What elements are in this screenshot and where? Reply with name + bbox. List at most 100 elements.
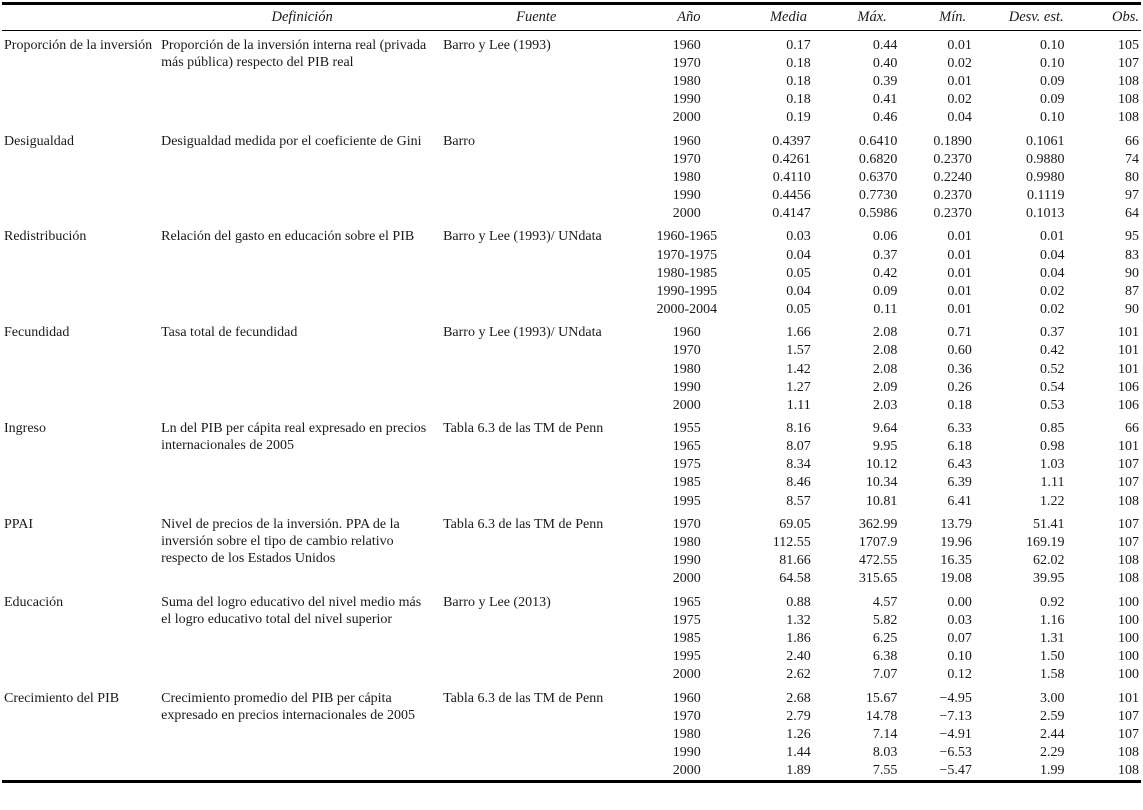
year-cell: 1990 xyxy=(672,553,701,569)
data-row: PPAI Nivel de precios de la inversión. PP… xyxy=(2,510,1141,566)
obs-cell: 107 xyxy=(1118,457,1139,473)
media-cell: 0.04 xyxy=(786,283,811,299)
definition-cell: Ln del PIB per cápita real expresado en … xyxy=(161,421,427,454)
max-cell: 0.6820 xyxy=(858,151,898,167)
year-cell: 1975 xyxy=(672,613,701,629)
max-cell: 14.78 xyxy=(865,708,898,724)
max-cell: 0.41 xyxy=(872,91,898,107)
min-cell: −4.91 xyxy=(939,727,972,742)
definition-cell: Nivel de precios de la inversión. PPA de… xyxy=(161,517,400,567)
sd-cell: 0.54 xyxy=(1040,379,1065,395)
obs-cell: 108 xyxy=(1118,110,1139,125)
media-cell: 0.03 xyxy=(786,229,811,245)
year-cell: 2000 xyxy=(672,205,701,221)
min-cell: 16.35 xyxy=(940,553,972,569)
obs-cell: 90 xyxy=(1125,265,1139,281)
min-cell: 0.01 xyxy=(947,229,972,245)
sd-cell: 1.31 xyxy=(1040,631,1065,647)
data-row: 1995 8.57 10.81 6.41 1.22 108 xyxy=(2,492,1141,510)
table-body: Proporción de la inversión Proporción de … xyxy=(2,30,1141,781)
data-row: 1970-1975 0.04 0.37 0.01 0.04 83 xyxy=(2,246,1141,264)
sd-cell: 0.42 xyxy=(1040,343,1065,359)
year-cell: 1990 xyxy=(672,187,701,203)
data-row: 1990 1.44 8.03 −6.53 2.29 108 xyxy=(2,744,1141,762)
sd-cell: 1.16 xyxy=(1040,613,1065,629)
max-cell: 0.46 xyxy=(872,110,898,125)
year-cell: 1970-1975 xyxy=(656,247,718,263)
data-row: 1995 2.40 6.38 0.10 1.50 100 xyxy=(2,648,1141,666)
year-cell: 2000 xyxy=(672,397,701,413)
max-cell: 0.6370 xyxy=(858,169,898,185)
min-cell: −4.95 xyxy=(939,690,972,706)
sd-cell: 0.98 xyxy=(1040,439,1065,455)
data-row: 2000 1.89 7.55 −5.47 1.99 108 xyxy=(2,762,1141,782)
max-cell: 7.14 xyxy=(872,727,898,742)
obs-cell: 107 xyxy=(1118,517,1139,533)
year-cell: 2000 xyxy=(672,763,701,779)
max-cell: 10.12 xyxy=(865,457,898,473)
max-cell: 6.25 xyxy=(872,631,898,647)
variable-cell: Educación xyxy=(4,594,64,610)
obs-cell: 83 xyxy=(1125,247,1139,263)
min-cell: 6.18 xyxy=(947,439,972,455)
data-row: 1980-1985 0.05 0.42 0.01 0.04 90 xyxy=(2,264,1141,282)
sd-cell: 0.04 xyxy=(1040,265,1065,281)
min-cell: 0.2240 xyxy=(933,169,972,185)
variable-cell: Ingreso xyxy=(4,421,46,437)
media-cell: 1.27 xyxy=(786,379,811,395)
year-cell: 1960-1965 xyxy=(656,229,718,245)
sd-cell: 2.59 xyxy=(1040,708,1065,724)
obs-cell: 108 xyxy=(1118,73,1139,89)
max-cell: 6.38 xyxy=(872,649,898,665)
source-cell: Tabla 6.3 de las TM de Penn xyxy=(443,421,604,437)
data-row: 1975 1.32 5.82 0.03 1.16 100 xyxy=(2,612,1141,630)
sd-cell: 0.09 xyxy=(1040,91,1065,107)
max-cell: 7.07 xyxy=(872,667,898,683)
media-cell: 0.4110 xyxy=(772,169,811,185)
media-cell: 0.04 xyxy=(786,247,811,263)
max-cell: 1707.9 xyxy=(858,535,898,551)
max-cell: 2.08 xyxy=(872,343,898,359)
max-cell: 0.7730 xyxy=(858,187,898,203)
obs-cell: 66 xyxy=(1125,421,1139,437)
media-cell: 69.05 xyxy=(779,517,811,533)
year-cell: 1970 xyxy=(672,708,701,724)
data-row: 1980 1.26 7.14 −4.91 2.44 107 xyxy=(2,726,1141,744)
min-cell: 6.39 xyxy=(947,475,972,491)
max-cell: 8.03 xyxy=(872,745,898,761)
min-cell: 0.2370 xyxy=(933,187,972,203)
max-cell: 15.67 xyxy=(865,690,898,706)
max-cell: 2.09 xyxy=(872,379,898,395)
min-cell: 0.2370 xyxy=(933,205,972,221)
sd-cell: 0.1013 xyxy=(1026,205,1065,221)
obs-cell: 100 xyxy=(1118,631,1139,647)
source-cell: Tabla 6.3 de las TM de Penn xyxy=(443,690,604,706)
media-cell: 1.44 xyxy=(786,745,811,761)
data-row: Ingreso Ln del PIB per cápita real expres… xyxy=(2,414,1141,453)
min-cell: 0.71 xyxy=(947,325,972,341)
max-cell: 10.34 xyxy=(865,475,898,491)
source-cell: Barro y Lee (1993) xyxy=(443,37,551,53)
obs-cell: 80 xyxy=(1125,169,1139,185)
source-cell: Barro y Lee (1993)/ UNdata xyxy=(443,229,602,245)
definition-cell: Desigualdad medida por el coeficiente de… xyxy=(161,133,422,149)
min-cell: 0.02 xyxy=(947,55,972,71)
min-cell: 0.07 xyxy=(947,631,972,647)
max-cell: 0.09 xyxy=(872,283,898,299)
media-cell: 1.26 xyxy=(786,727,811,742)
year-cell: 1990 xyxy=(672,91,701,107)
year-cell: 1995 xyxy=(672,493,701,509)
year-cell: 1980 xyxy=(672,535,701,551)
data-row: 2000 0.4147 0.5986 0.2370 0.1013 64 xyxy=(2,204,1141,222)
data-row: 1980 112.55 1707.9 19.96 169.19 107 xyxy=(2,534,1141,552)
header-row: Definición Fuente Año Media Máx. Mín. Desv. es… xyxy=(2,3,1141,31)
min-cell: 0.2370 xyxy=(933,151,972,167)
max-cell: 7.55 xyxy=(872,763,898,779)
media-cell: 2.79 xyxy=(786,708,811,724)
data-row: 1990 0.18 0.41 0.02 0.09 108 xyxy=(2,90,1141,108)
media-cell: 0.18 xyxy=(786,91,811,107)
min-cell: 6.33 xyxy=(947,421,972,437)
source-cell: Barro y Lee (1993)/ UNdata xyxy=(443,325,602,341)
obs-cell: 101 xyxy=(1118,343,1139,359)
sd-cell: 0.37 xyxy=(1040,325,1065,341)
